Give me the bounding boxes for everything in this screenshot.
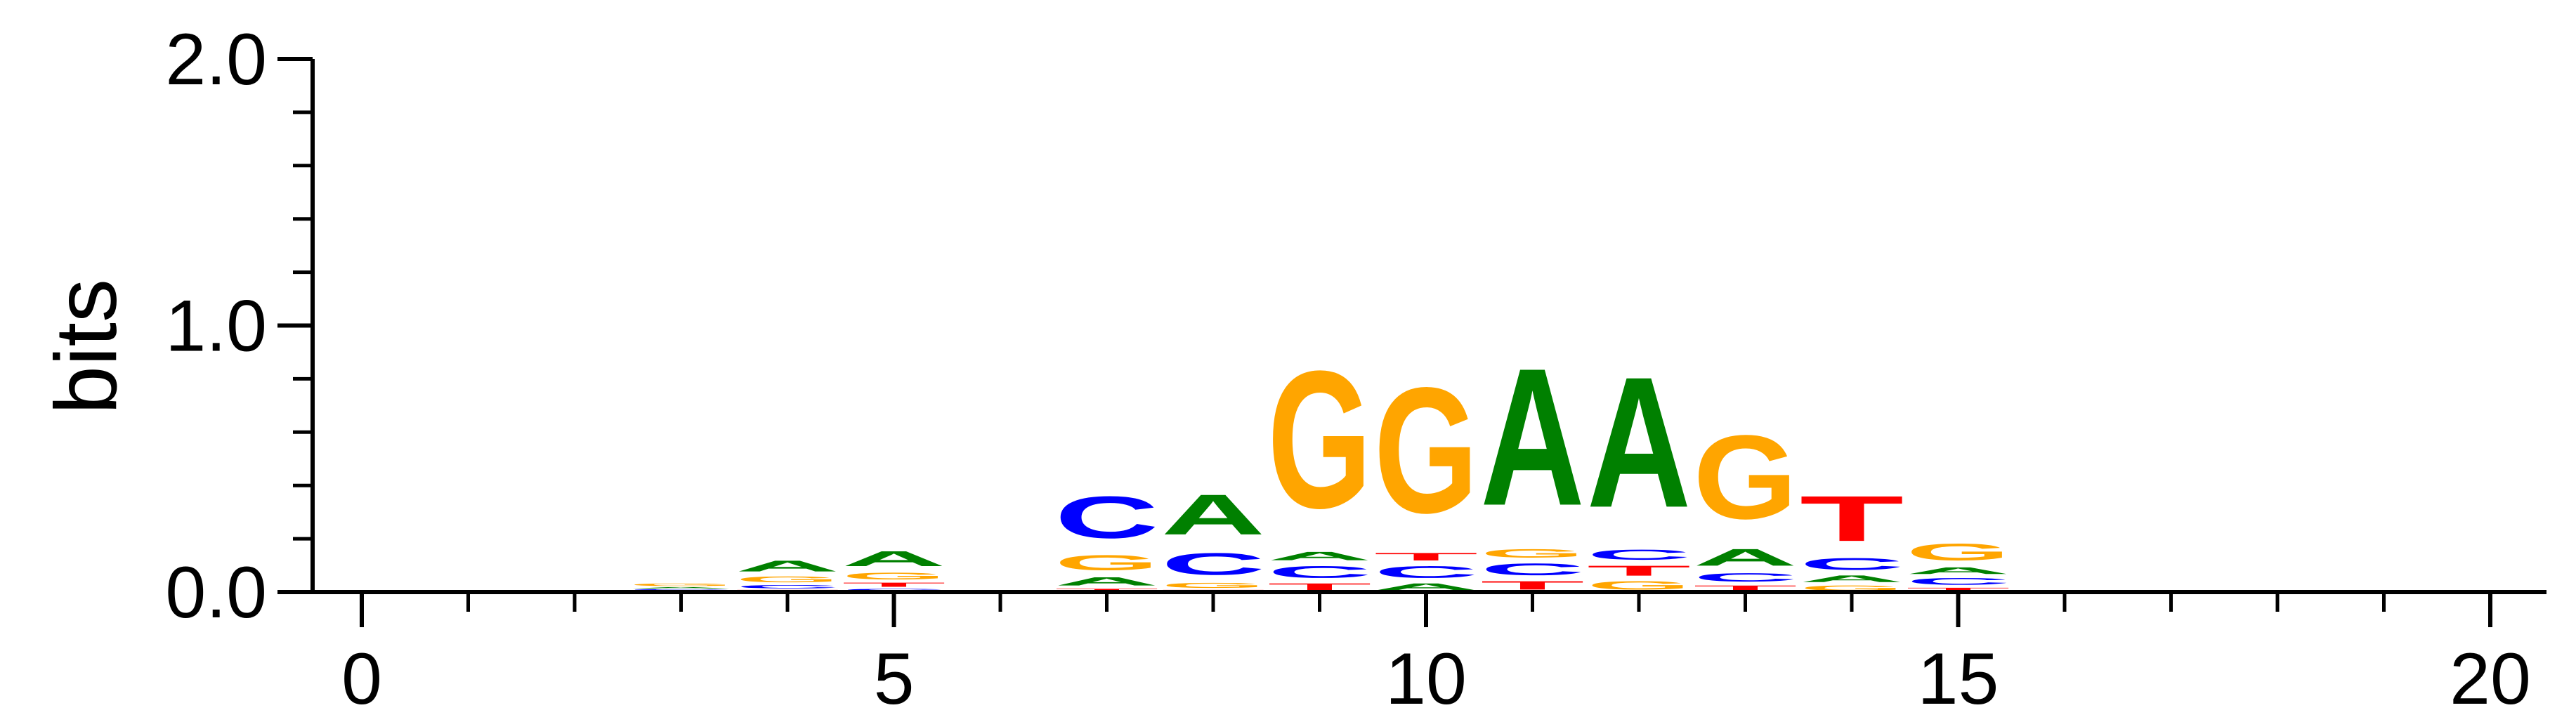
x-tick-label: 5 (874, 638, 915, 720)
y-tick-label: 0.0 (165, 552, 267, 634)
logo-letter-c: C (629, 589, 733, 591)
logo-letter-c: C (1587, 546, 1691, 563)
x-tick-label: 10 (1385, 638, 1467, 720)
logo-letter-a: A (1800, 573, 1904, 584)
logo-letter-a: A (1693, 544, 1797, 571)
logo-letter-t: T (1906, 586, 2010, 592)
logo-letter-t: T (842, 582, 946, 589)
logo-letter-a: A (1267, 549, 1371, 563)
logo-letter-g: G (1161, 582, 1265, 589)
logo-letter-g: G (1906, 539, 2010, 565)
logo-letter-g: G (1267, 330, 1371, 549)
logo-letter-c: C (1693, 571, 1797, 584)
logo-letter-a: A (1906, 565, 2010, 576)
logo-letter-g: G (735, 575, 839, 584)
logo-letter-t: T (1267, 582, 1371, 592)
logo-letter-a: A (842, 547, 946, 571)
logo-letter-c: C (1374, 563, 1478, 582)
y-tick-label: 2.0 (165, 19, 267, 100)
x-tick-label: 15 (1918, 638, 1999, 720)
axes: 0.0 1.0 2.0 0 5 10 15 20 (165, 19, 2546, 720)
y-axis-label: bits (38, 279, 135, 414)
logo-letter-t: T (1800, 483, 1904, 555)
logo-letter-a: A (1054, 575, 1158, 588)
logo-letters: TCAGTCGACTGATAGCTGCATCAGACTGTCGAGTCATCAG… (629, 327, 2010, 592)
logo-letter-c: C (1480, 560, 1584, 579)
logo-letter-g: G (629, 583, 733, 587)
logo-letter-a: A (1480, 327, 1584, 546)
x-tick-label: 20 (2450, 638, 2531, 720)
logo-letter-t: T (1480, 579, 1584, 592)
logo-letter-c: C (1161, 546, 1265, 582)
y-tick-label: 1.0 (165, 286, 267, 367)
logo-letter-c: C (735, 584, 839, 590)
logo-letter-g: G (842, 571, 946, 582)
logo-letter-g: G (1693, 411, 1797, 544)
logo-letter-t: T (1587, 563, 1691, 579)
logo-letter-t: T (1693, 584, 1797, 592)
logo-letter-c: C (1800, 555, 1904, 574)
logo-letter-a: A (735, 558, 839, 575)
logo-letter-a: A (1374, 582, 1478, 592)
logo-letter-g: G (1587, 579, 1691, 592)
logo-letter-g: G (1800, 584, 1904, 592)
logo-letter-g: G (1480, 546, 1584, 560)
logo-letter-c: C (1906, 576, 2010, 586)
logo-letter-t: T (1374, 551, 1478, 563)
logo-letter-c: C (1054, 485, 1158, 551)
logo-letter-a: A (1587, 339, 1691, 546)
logo-letter-g: G (1054, 551, 1158, 575)
logo-letter-c: C (1267, 563, 1371, 582)
x-tick-label: 0 (341, 638, 382, 720)
logo-letter-g: G (1374, 350, 1478, 550)
logo-letter-a: A (629, 586, 733, 589)
logo-letter-a: A (1161, 483, 1265, 546)
